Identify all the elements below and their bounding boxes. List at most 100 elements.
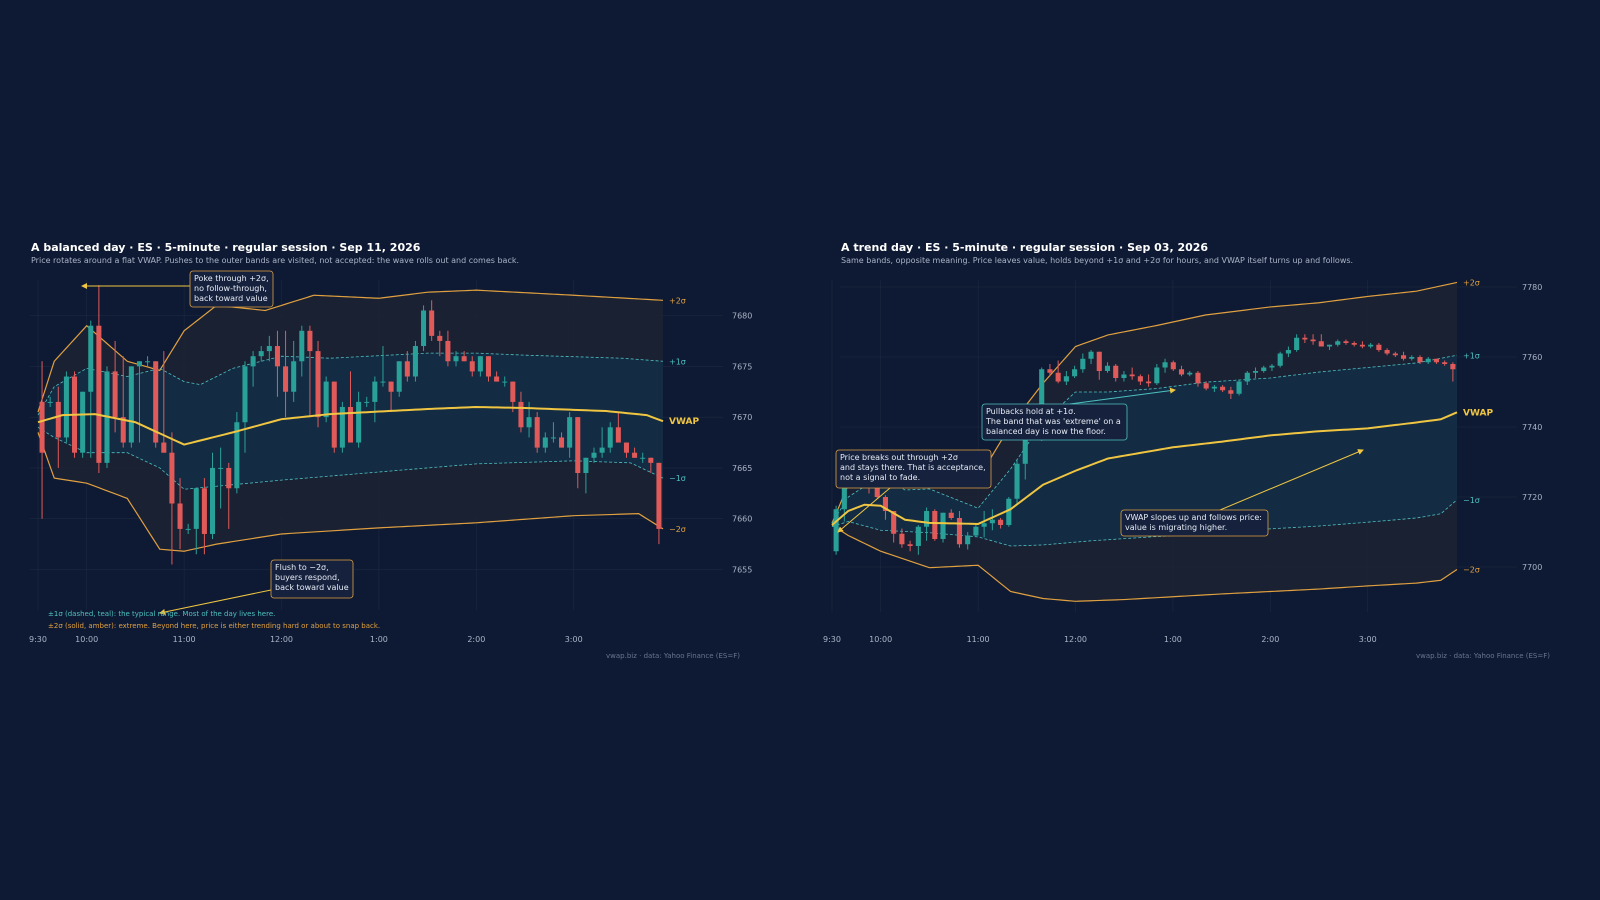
candle-body: [80, 391, 86, 453]
candle-body: [1433, 358, 1439, 363]
annotation-text: Pullbacks hold at +1σ.: [986, 407, 1076, 416]
vwap-line: [37, 405, 664, 446]
y-tick-label: 7780: [1522, 283, 1542, 292]
y-tick-label: 7660: [732, 515, 752, 524]
candle-body: [1146, 381, 1152, 384]
candle-body: [1203, 383, 1209, 389]
candle-body: [1162, 362, 1168, 368]
candle-body: [1211, 386, 1217, 389]
candle-body: [136, 361, 142, 367]
candle-body: [1326, 344, 1333, 347]
candle-body: [96, 325, 102, 463]
plus-1-sigma-line: [37, 352, 664, 416]
candle-body: [209, 467, 216, 534]
x-tick-label: 3:00: [1359, 635, 1377, 644]
annotation-text: balanced day is now the floor.: [986, 427, 1106, 436]
trend-day-candlestick-chart: 7700 7720 7740 7760 7780 9:30 10:00 11:00 12:00 1…: [823, 278, 1542, 644]
candle-body: [469, 361, 475, 372]
candle-body: [307, 330, 313, 352]
chart-title: A trend day · ES · 5-minute · regular se…: [841, 241, 1209, 254]
candle-body: [1039, 369, 1045, 434]
candle-body: [632, 452, 638, 458]
annotation-text: not a signal to fade.: [840, 473, 920, 482]
candle-body: [599, 447, 605, 453]
annotation-box: [981, 403, 1128, 441]
annotation-text: VWAP slopes up and follows price:: [1125, 513, 1262, 522]
candle-body: [1228, 390, 1234, 394]
candle-body: [1080, 358, 1086, 370]
candle-body: [1063, 376, 1069, 382]
candle-body: [88, 325, 94, 392]
candle-body: [299, 330, 305, 362]
candle-body: [1442, 362, 1448, 364]
candle-body: [932, 511, 938, 539]
candle-body: [583, 457, 589, 474]
candle-body: [193, 488, 199, 529]
annotation-text: and stays there. That is acceptance,: [840, 463, 986, 472]
annotation-box: [835, 449, 992, 489]
y-tick-label: 7665: [732, 464, 752, 473]
candle-body: [1384, 350, 1390, 354]
candle-body: [429, 310, 435, 336]
candle-body: [1425, 358, 1431, 363]
vwap-label: VWAP: [669, 417, 699, 427]
candle-body: [973, 526, 979, 536]
candle-body: [266, 346, 272, 352]
candle-body: [453, 356, 459, 362]
minus-1-sigma-label: −1σ: [669, 474, 686, 483]
candle-body: [948, 512, 954, 518]
candle-body: [656, 462, 662, 529]
candle-body: [1343, 341, 1349, 343]
candle-body: [965, 535, 971, 545]
data-credit: vwap.biz · data: Yahoo Finance (ES=F): [1416, 652, 1550, 660]
x-tick-label: 12:00: [270, 635, 293, 644]
annotation-text: Flush to −2σ,: [275, 563, 329, 572]
candle-body: [502, 381, 508, 383]
candle-body: [615, 427, 621, 443]
candle-body: [1392, 353, 1398, 356]
candle-body: [882, 497, 889, 511]
legend-1-sigma: ±1σ (dashed, teal): the typical range. M…: [48, 610, 275, 618]
candle-body: [1072, 369, 1078, 377]
candle-body: [1277, 353, 1283, 366]
y-tick-label: 7720: [1522, 493, 1542, 502]
candle-body: [1137, 376, 1143, 382]
candle-body: [998, 519, 1004, 525]
candle-body: [1269, 365, 1275, 368]
y-tick-label: 7670: [732, 413, 752, 422]
candle-body: [388, 381, 394, 392]
candle-body: [128, 366, 134, 443]
candle-body: [1055, 372, 1061, 382]
candle-body: [185, 528, 191, 530]
candle-body: [1096, 351, 1102, 371]
candle-body: [169, 452, 175, 504]
data-credit: vwap.biz · data: Yahoo Finance (ES=F): [606, 652, 740, 660]
annotation-box: [189, 270, 274, 308]
candle-body: [1187, 372, 1193, 375]
candle-body: [915, 526, 921, 546]
candle-body: [1310, 339, 1316, 342]
x-tick-label: 3:00: [565, 635, 583, 644]
plus-2-sigma-label: +2σ: [1463, 278, 1480, 287]
candle-body: [258, 351, 264, 357]
x-tick-label: 2:00: [1261, 635, 1279, 644]
annotation-box: [1120, 509, 1269, 537]
chart-subtitle: Price rotates around a flat VWAP. Pushes…: [31, 256, 520, 265]
y-tick-label: 7700: [1522, 563, 1542, 572]
candle-body: [1006, 498, 1012, 525]
candle-body: [1178, 369, 1185, 375]
candle-body: [607, 427, 613, 448]
annotation-text: The band that was 'extreme' on a: [985, 417, 1121, 426]
candle-body: [1047, 369, 1053, 373]
candle-body: [640, 457, 646, 459]
candle-body: [1450, 364, 1456, 370]
x-tick-label: 12:00: [1064, 635, 1087, 644]
candle-body: [591, 452, 597, 458]
candle-body: [510, 381, 516, 402]
annotation-text: back toward value: [194, 294, 268, 303]
candle-body: [461, 356, 467, 362]
annotation-box: [270, 559, 354, 599]
candle-body: [1368, 344, 1374, 347]
candle-body: [1088, 351, 1094, 359]
candle-body: [153, 361, 159, 443]
